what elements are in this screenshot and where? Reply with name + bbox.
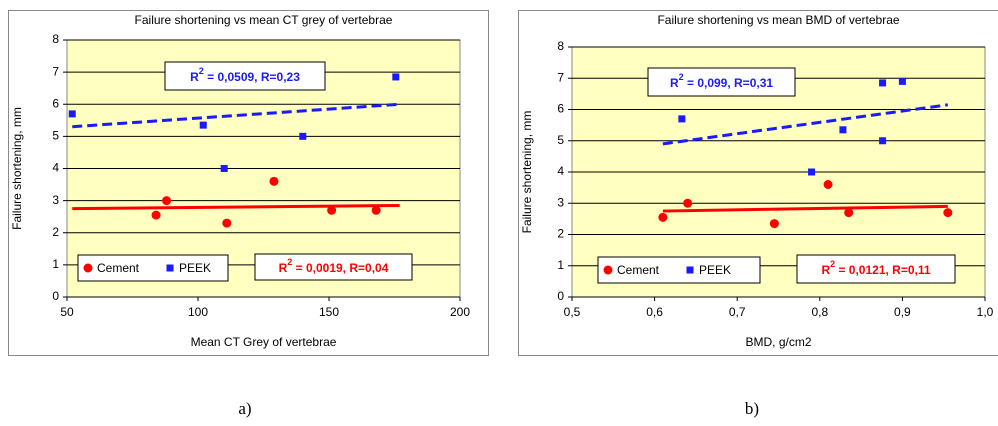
x-tick-label: 0,9: [894, 305, 911, 319]
y-tick-label: 3: [52, 193, 59, 207]
annotation: R2 = 0,0509, R=0,23: [190, 66, 300, 84]
annotation-sup: 2: [287, 257, 292, 267]
y-tick-label: 7: [557, 70, 564, 84]
point: [898, 77, 906, 85]
point: [879, 137, 887, 145]
annotation-box: [254, 253, 413, 281]
point: [151, 210, 161, 220]
x-tick-label: 200: [450, 305, 470, 319]
legend-label: Cement: [617, 263, 660, 277]
x-tick-label: 0,7: [729, 305, 746, 319]
chart-title: Failure shortening vs mean BMD of verteb…: [657, 13, 899, 27]
point: [678, 115, 686, 123]
annotation-part: = 0,0019, R=0,04: [292, 261, 388, 275]
point: [220, 165, 228, 172]
point: [879, 79, 887, 87]
x-tick-label: 0,6: [646, 305, 663, 319]
point: [299, 132, 307, 140]
trendline: [662, 204, 948, 213]
annotation: R2 = 0,099, R=0,31: [670, 72, 773, 90]
y-axis-label: Failure shortening, mm: [520, 111, 534, 234]
y-tick-label: 1: [52, 257, 59, 271]
legend-label: Cement: [97, 261, 140, 275]
y-tick-label: 4: [52, 161, 59, 175]
point: [222, 218, 232, 228]
y-tick-label: 5: [52, 129, 59, 143]
y-tick-label: 8: [557, 39, 564, 53]
annotation: R2 = 0,0121, R=0,11: [821, 259, 930, 277]
point: [269, 176, 279, 186]
y-tick-label: 1: [557, 258, 564, 272]
y-tick-label: 8: [52, 32, 59, 46]
trendline: [72, 203, 400, 211]
caption: a): [238, 399, 251, 418]
x-tick-label: 0,5: [564, 305, 581, 319]
annotation-box: [796, 254, 956, 284]
legend-box: [77, 254, 229, 282]
annotation-part: R: [821, 263, 830, 277]
y-tick-label: 6: [52, 96, 59, 110]
y-tick-label: 4: [557, 164, 564, 178]
x-tick-label: 100: [188, 305, 208, 319]
legend-marker: [603, 265, 613, 275]
x-tick-label: 150: [319, 305, 339, 319]
point: [199, 121, 207, 129]
y-tick-label: 5: [557, 133, 564, 147]
legend-label: PEEK: [179, 261, 211, 275]
legend-marker: [166, 264, 174, 272]
annotation-part: = 0,0121, R=0,11: [835, 263, 931, 277]
y-tick-label: 0: [52, 289, 59, 303]
point: [68, 110, 76, 118]
y-axis-label: Failure shortening, mm: [10, 107, 24, 230]
y-tick-label: 7: [52, 64, 59, 78]
annotation-box: [647, 67, 796, 97]
annotation-sup: 2: [830, 259, 835, 269]
x-tick-label: 50: [60, 305, 74, 319]
annotation-part: R: [190, 70, 199, 84]
x-axis-label: Mean CT Grey of vertebrae: [191, 335, 337, 349]
point: [844, 208, 854, 218]
annotation-part: = 0,099, R=0,31: [684, 76, 774, 90]
point: [162, 196, 172, 206]
annotation: R2 = 0,0019, R=0,04: [279, 257, 389, 275]
y-tick-label: 3: [557, 195, 564, 209]
legend-marker: [83, 263, 93, 273]
point: [371, 205, 381, 215]
point: [658, 212, 668, 222]
point: [943, 208, 953, 218]
point: [769, 219, 779, 229]
point: [823, 180, 833, 189]
y-tick-label: 6: [557, 102, 564, 116]
point: [327, 205, 337, 215]
trendline: [72, 102, 400, 129]
legend-label: PEEK: [699, 263, 731, 277]
annotation-part: R: [279, 261, 288, 275]
annotation-box: [164, 61, 326, 91]
y-tick-label: 0: [557, 289, 564, 303]
x-tick-label: 1,0: [977, 305, 994, 319]
point: [808, 168, 816, 176]
x-axis-label: BMD, g/cm2: [745, 335, 811, 349]
annotation-part: = 0,0509, R=0,23: [204, 70, 300, 84]
annotation-part: R: [670, 76, 679, 90]
annotation-sup: 2: [679, 72, 684, 82]
point: [683, 198, 693, 208]
y-tick-label: 2: [52, 225, 59, 239]
annotation-sup: 2: [199, 66, 204, 76]
legend-box: [597, 256, 761, 284]
y-tick-label: 2: [557, 227, 564, 241]
legend-marker: [686, 266, 694, 274]
point: [839, 126, 847, 134]
point: [392, 73, 400, 81]
chart-title: Failure shortening vs mean CT grey of ve…: [135, 13, 393, 27]
caption: b): [745, 399, 759, 418]
x-tick-label: 0,8: [811, 305, 828, 319]
trendline: [662, 103, 949, 146]
